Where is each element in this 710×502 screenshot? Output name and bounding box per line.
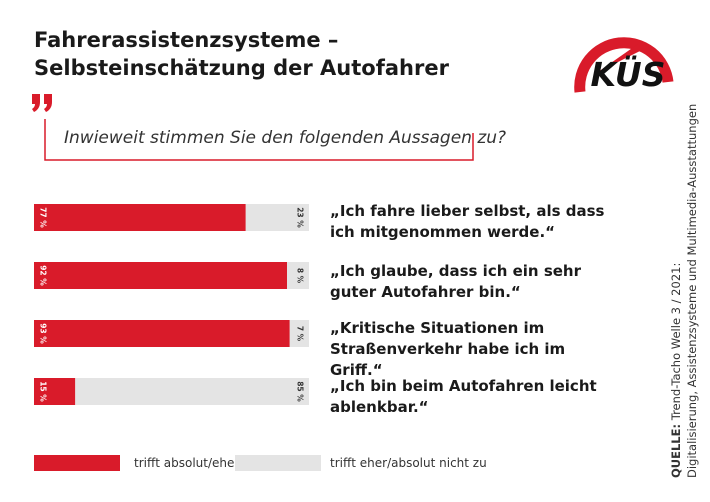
value-label-disagree-3: 7 % (296, 326, 305, 342)
source-line-1: QUELLE: Trend-Tacho Welle 3 / 2021: (668, 118, 684, 478)
bar-agree-2 (34, 262, 287, 289)
bar-agree-3 (34, 320, 290, 347)
value-label-agree-4: 15 % (39, 381, 48, 402)
question-frame (44, 119, 474, 161)
source-label: QUELLE: (669, 423, 683, 478)
legend-label-disagree: trifft eher/absolut nicht zu (330, 456, 487, 470)
logo-text: KÜS (591, 54, 666, 94)
stacked-bar-chart: 77 % 23 % 92 % 8 % 93 % 7 % 15 % 85 % (34, 204, 309, 405)
statement-4-line-1: „Ich bin beim Autofahren leicht (330, 377, 597, 395)
legend-swatch-disagree (235, 455, 321, 471)
source-title: Trend-Tacho Welle 3 / 2021: (669, 262, 683, 421)
statement-2-line-2: guter Autofahrer bin.“ (330, 283, 521, 301)
title-line-1: Fahrerassistenzsysteme – (34, 28, 339, 52)
quote-icon (32, 94, 52, 112)
value-label-disagree-2: 8 % (296, 268, 305, 284)
title-line-2: Selbsteinschätzung der Autofahrer (34, 56, 449, 80)
bar-agree-1 (34, 204, 246, 231)
statement-1-line-2: ich mitgenommen werde.“ (330, 223, 555, 241)
statement-3: „Kritische Situationen im Straßenverkehr… (330, 318, 610, 381)
source-line-2: Digitalisierung, Assistenzsysteme und Mu… (685, 103, 699, 478)
statement-1: „Ich fahre lieber selbst, als dass ich m… (330, 201, 610, 243)
value-label-agree-1: 77 % (39, 207, 48, 228)
statement-3-line-1: „Kritische Situationen im (330, 319, 545, 337)
legend-swatch-agree (34, 455, 120, 471)
statement-2-line-1: „Ich glaube, dass ich ein sehr (330, 262, 582, 280)
logo-speedometer-arc (574, 37, 674, 93)
page-title: Fahrerassistenzsysteme – Selbsteinschätz… (34, 26, 514, 82)
logo-needle (598, 44, 642, 72)
statement-4: „Ich bin beim Autofahren leicht ablenkba… (330, 376, 610, 418)
bar-disagree-1 (245, 204, 309, 231)
bar-disagree-2 (287, 262, 309, 289)
statement-3-line-2: Straßenverkehr habe ich im Griff.“ (330, 340, 566, 379)
kues-logo: KÜS (574, 37, 674, 94)
bar-disagree-4 (75, 378, 309, 405)
statement-4-line-2: ablenkbar.“ (330, 398, 429, 416)
value-label-disagree-1: 23 % (296, 207, 305, 228)
statement-2: „Ich glaube, dass ich ein sehr guter Aut… (330, 261, 610, 303)
value-label-agree-2: 92 % (39, 265, 48, 286)
value-label-disagree-4: 85 % (296, 381, 305, 402)
legend-label-agree: trifft absolut/eher zu (134, 456, 258, 470)
survey-question: Inwieweit stimmen Sie den folgenden Auss… (64, 128, 507, 148)
source-note: QUELLE: Trend-Tacho Welle 3 / 2021: Digi… (668, 103, 700, 478)
statement-1-line-1: „Ich fahre lieber selbst, als dass (330, 202, 605, 220)
bar-disagree-3 (289, 320, 309, 347)
bar-agree-4 (34, 378, 76, 405)
value-label-agree-3: 93 % (39, 323, 48, 344)
